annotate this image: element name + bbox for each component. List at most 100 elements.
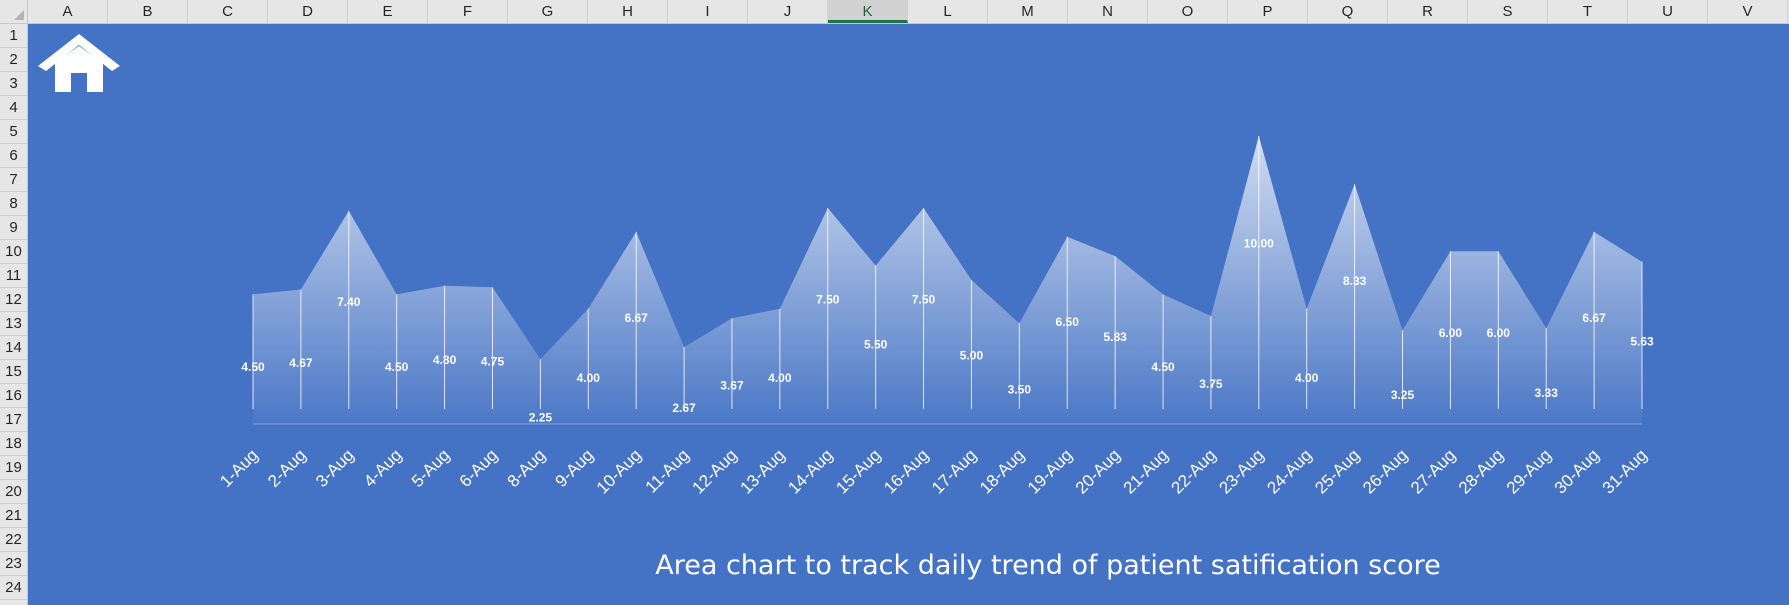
x-tick-label: 19-Aug [1024,445,1076,497]
x-tick-label: 28-Aug [1455,445,1507,497]
x-tick-label: 24-Aug [1263,445,1315,497]
column-header-o[interactable]: O [1148,0,1228,23]
row-header-8[interactable]: 8 [0,192,27,216]
data-label: 2.25 [529,410,553,424]
row-header-16[interactable]: 16 [0,384,27,408]
data-label: 5.00 [960,349,984,363]
x-tick-label: 1-Aug [216,445,262,491]
x-tick-label: 14-Aug [784,445,836,497]
data-label: 6.67 [624,311,648,325]
x-tick-label: 18-Aug [976,445,1028,497]
column-header-n[interactable]: N [1068,0,1148,23]
x-tick-label: 23-Aug [1215,445,1267,497]
area-chart: 4.50 4.67 7.40 4.50 4.80 4.75 2.25 4.00 6.67 2.67… [216,136,1654,498]
row-header-13[interactable]: 13 [0,312,27,336]
data-label: 5.63 [1630,335,1654,349]
column-header-l[interactable]: L [908,0,988,23]
data-label: 4.50 [385,360,409,374]
x-tick-label: 11-Aug [642,445,693,496]
x-tick-label: 20-Aug [1072,445,1124,497]
x-tick-label: 4-Aug [360,445,406,491]
row-header-10[interactable]: 10 [0,240,27,264]
x-tick-label: 26-Aug [1359,445,1411,497]
column-header-a[interactable]: A [28,0,108,23]
column-header-p[interactable]: P [1228,0,1308,23]
data-label: 7.50 [816,293,840,307]
chart-title: Area chart to track daily trend of patie… [655,550,1441,581]
column-header-k[interactable]: K [828,0,908,23]
data-label: 4.00 [577,371,601,385]
data-label: 4.00 [1295,371,1319,385]
x-tick-label: 12-Aug [689,445,741,497]
data-label: 4.50 [241,360,265,374]
select-all-corner[interactable] [0,0,28,24]
column-header-i[interactable]: I [668,0,748,23]
data-label: 7.40 [337,295,361,309]
x-tick-label: 3-Aug [312,445,358,491]
row-header-21[interactable]: 21 [0,504,27,528]
data-label: 6.67 [1582,311,1606,325]
column-header-v[interactable]: V [1708,0,1788,23]
row-header-18[interactable]: 18 [0,432,27,456]
column-header-g[interactable]: G [508,0,588,23]
x-tick-label: 27-Aug [1407,445,1459,497]
row-header-12[interactable]: 12 [0,288,27,312]
x-tick-label: 25-Aug [1311,445,1363,497]
home-button[interactable] [34,32,124,100]
data-label: 10.00 [1244,236,1274,250]
x-tick-label: 8-Aug [504,445,550,491]
x-tick-label: 31-Aug [1599,445,1651,497]
column-header-t[interactable]: T [1548,0,1628,23]
data-label: 5.83 [1103,330,1127,344]
column-header-q[interactable]: Q [1308,0,1388,23]
row-header-20[interactable]: 20 [0,480,27,504]
data-label: 8.33 [1343,274,1367,288]
row-header-11[interactable]: 11 [0,264,27,288]
column-header-m[interactable]: M [988,0,1068,23]
column-header-d[interactable]: D [268,0,348,23]
area-series [253,136,1642,424]
column-header-u[interactable]: U [1628,0,1708,23]
x-tick-label: 2-Aug [264,445,310,491]
row-header-24[interactable]: 24 [0,576,27,600]
data-label: 4.80 [433,353,457,367]
data-label: 6.50 [1056,315,1080,329]
row-header-17[interactable]: 17 [0,408,27,432]
row-header-1[interactable]: 1 [0,24,27,48]
x-tick-label: 16-Aug [880,445,932,497]
worksheet-area[interactable]: 4.50 4.67 7.40 4.50 4.80 4.75 2.25 4.00 6.67 2.67… [28,24,1789,605]
x-tick-label: 6-Aug [456,445,502,491]
row-header-14[interactable]: 14 [0,336,27,360]
data-label: 6.00 [1487,326,1511,340]
row-header-2[interactable]: 2 [0,48,27,72]
row-header-23[interactable]: 23 [0,552,27,576]
column-header-f[interactable]: F [428,0,508,23]
row-header-9[interactable]: 9 [0,216,27,240]
column-header-j[interactable]: J [748,0,828,23]
row-header-4[interactable]: 4 [0,96,27,120]
column-header-c[interactable]: C [188,0,268,23]
x-tick-label: 15-Aug [832,445,884,497]
row-header-15[interactable]: 15 [0,360,27,384]
x-tick-label: 10-Aug [593,445,645,497]
x-tick-label: 29-Aug [1503,445,1555,497]
column-header-h[interactable]: H [588,0,668,23]
home-icon [38,34,120,92]
row-header-5[interactable]: 5 [0,120,27,144]
data-label: 3.67 [720,379,744,393]
row-header-22[interactable]: 22 [0,528,27,552]
column-header-s[interactable]: S [1468,0,1548,23]
data-label: 7.50 [912,293,936,307]
row-header-3[interactable]: 3 [0,72,27,96]
x-tick-label: 5-Aug [408,445,454,491]
row-header-19[interactable]: 19 [0,456,27,480]
row-header-6[interactable]: 6 [0,144,27,168]
row-header-7[interactable]: 7 [0,168,27,192]
column-header-b[interactable]: B [108,0,188,23]
column-header-r[interactable]: R [1388,0,1468,23]
data-label: 5.50 [864,337,888,351]
data-label: 2.67 [672,401,696,415]
data-label: 4.00 [768,371,792,385]
column-header-e[interactable]: E [348,0,428,23]
